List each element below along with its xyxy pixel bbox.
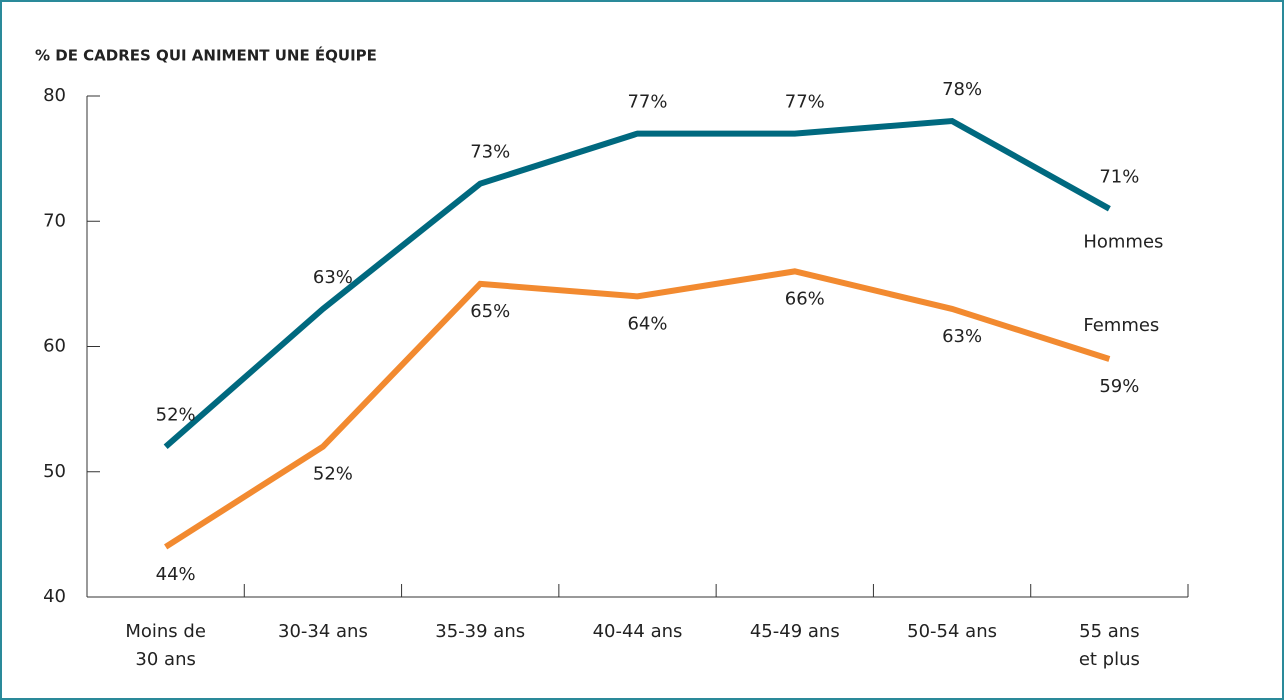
value-label: 44% bbox=[156, 564, 196, 585]
chart-title: % DE CADRES QUI ANIMENT UNE ÉQUIPE bbox=[35, 46, 377, 65]
y-tick-label: 40 bbox=[43, 586, 66, 607]
y-tick-label: 70 bbox=[43, 210, 66, 231]
x-tick-label: Moins de 30 ans bbox=[125, 621, 206, 670]
y-tick-label: 60 bbox=[43, 336, 66, 357]
x-tick-label: 50-54 ans bbox=[907, 621, 997, 642]
value-label: 71% bbox=[1099, 167, 1139, 188]
value-label: 65% bbox=[470, 301, 510, 322]
value-label: 52% bbox=[313, 464, 353, 485]
value-label: 73% bbox=[470, 142, 510, 163]
value-label: 63% bbox=[942, 326, 982, 347]
value-label: 78% bbox=[942, 79, 982, 100]
x-tick-label: 55 ans et plus bbox=[1079, 621, 1140, 670]
value-label: 66% bbox=[785, 288, 825, 309]
x-tick-label: 35-39 ans bbox=[435, 621, 525, 642]
y-tick-label: 50 bbox=[43, 461, 66, 482]
y-tick-label: 80 bbox=[43, 85, 66, 106]
value-label: 77% bbox=[785, 92, 825, 113]
value-label: 64% bbox=[627, 313, 667, 334]
series-label: Femmes bbox=[1083, 315, 1159, 336]
value-label: 52% bbox=[156, 405, 196, 426]
line bbox=[164, 268, 1111, 550]
series-label: Hommes bbox=[1083, 232, 1163, 253]
value-label: 59% bbox=[1099, 376, 1139, 397]
x-tick-label: 45-49 ans bbox=[750, 621, 840, 642]
line bbox=[163, 117, 1111, 449]
x-tick-label: 30-34 ans bbox=[278, 621, 368, 642]
value-label: 63% bbox=[313, 267, 353, 288]
value-label: 77% bbox=[627, 92, 667, 113]
x-tick-label: 40-44 ans bbox=[593, 621, 683, 642]
